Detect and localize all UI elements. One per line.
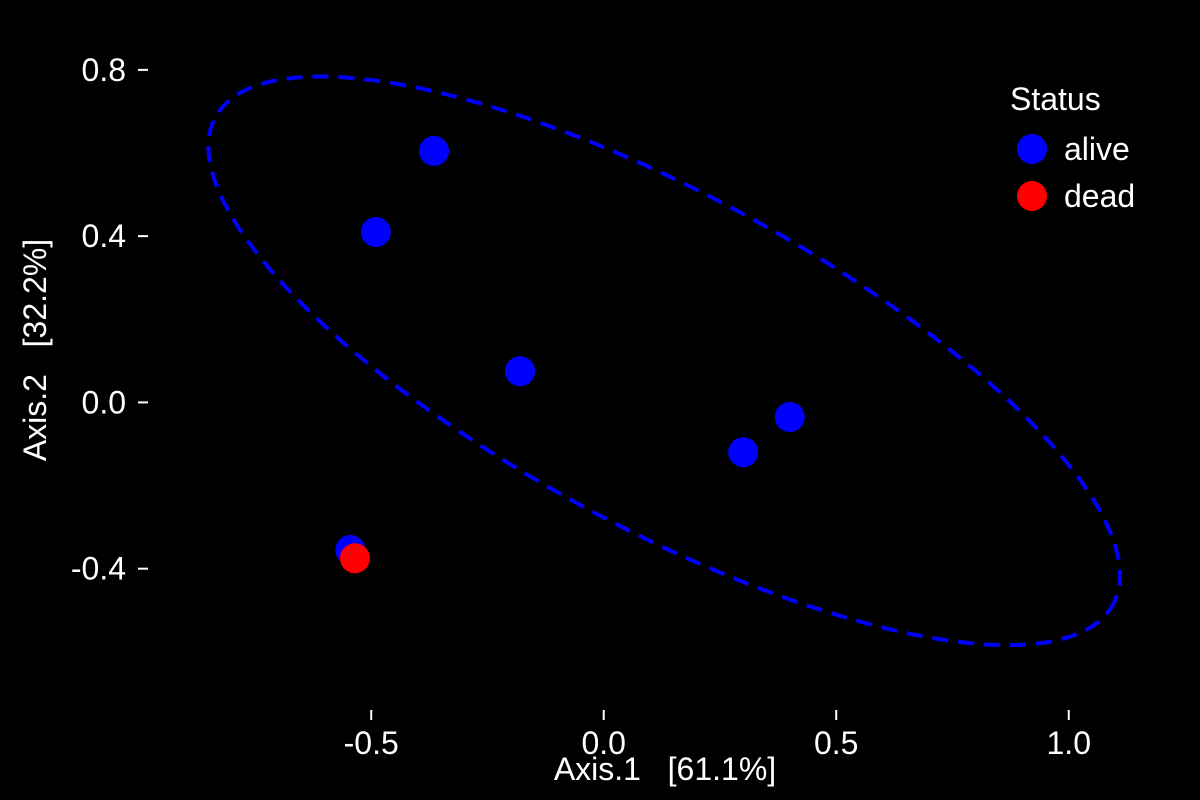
y-tick-label: 0.0 (82, 384, 126, 420)
legend-key-alive (1017, 134, 1047, 164)
confidence-ellipse (206, 74, 1123, 648)
data-point-alive (774, 401, 805, 432)
data-points-layer (335, 135, 805, 574)
data-point-alive (505, 356, 536, 387)
y-tick-label: -0.4 (71, 551, 126, 587)
y-tick-label: 0.4 (82, 218, 126, 254)
x-tick-label: 1.0 (1047, 725, 1091, 761)
plot-axes: -0.4 0.0 0.4 0.8 -0.5 0.0 0.5 1.0 (71, 52, 1091, 761)
x-tick-label: 0.0 (581, 725, 625, 761)
y-axis-title: Axis.2 [32.2%] (17, 239, 53, 461)
x-tick-label: 0.5 (814, 725, 858, 761)
legend: Status alive dead (1010, 81, 1135, 214)
data-point-alive (360, 216, 391, 247)
legend-label-dead: dead (1064, 178, 1135, 214)
x-tick-label: -0.5 (344, 725, 399, 761)
confidence-ellipse-layer (206, 74, 1123, 648)
data-point-alive (418, 135, 449, 166)
data-point-dead (339, 543, 370, 574)
x-axis-title: Axis.1 [61.1%] (554, 751, 776, 787)
y-tick-label: 0.8 (82, 52, 126, 88)
legend-label-alive: alive (1064, 131, 1130, 167)
data-point-alive (728, 437, 759, 468)
legend-title: Status (1010, 81, 1101, 117)
legend-key-dead (1017, 181, 1047, 211)
